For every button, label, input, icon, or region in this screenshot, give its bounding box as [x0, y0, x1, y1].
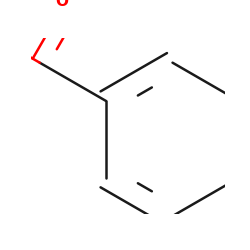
Text: O: O: [55, 0, 68, 9]
